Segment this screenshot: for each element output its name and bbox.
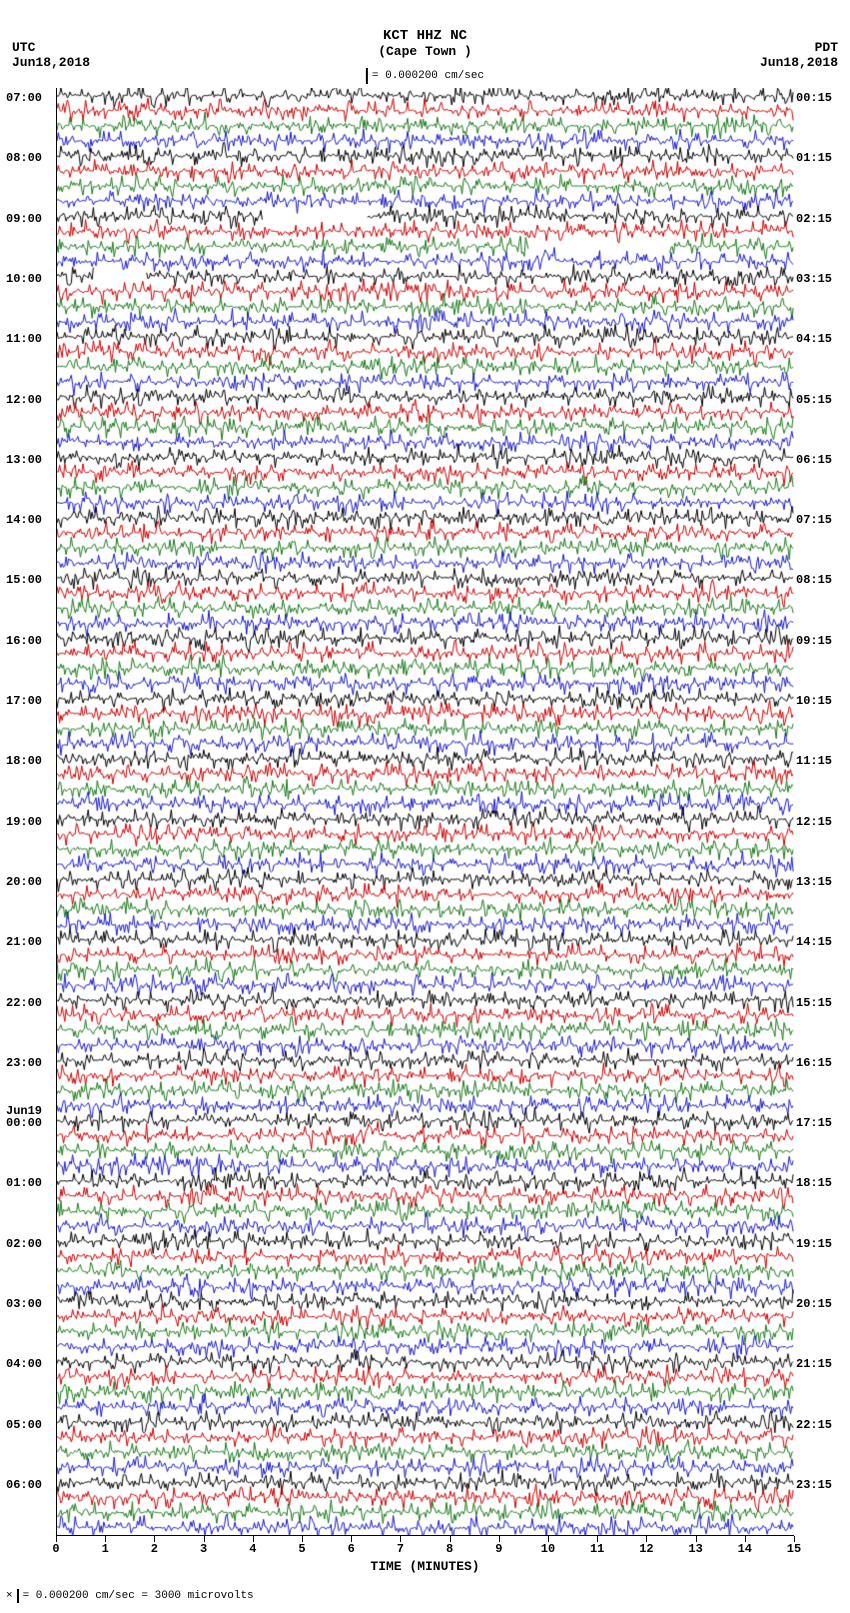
- right-time-label: 10:15: [796, 695, 832, 707]
- right-time-label: 15:15: [796, 997, 832, 1009]
- seismogram-traces: [57, 88, 794, 1535]
- right-time-label: 23:15: [796, 1479, 832, 1491]
- right-time-label: 00:15: [796, 92, 832, 104]
- right-time-label: 08:15: [796, 574, 832, 586]
- left-time-label: 09:00: [6, 213, 42, 225]
- x-tick-label: 4: [249, 1542, 256, 1556]
- x-tick-label: 15: [787, 1542, 801, 1556]
- x-tick-label: 6: [348, 1542, 355, 1556]
- x-tick-label: 3: [200, 1542, 207, 1556]
- left-time-label: 12:00: [6, 394, 42, 406]
- right-time-label: 01:15: [796, 152, 832, 164]
- left-time-label: 06:00: [6, 1479, 42, 1491]
- scale-bar-icon: [366, 68, 368, 84]
- right-time-label: 09:15: [796, 635, 832, 647]
- x-tick-label: 11: [590, 1542, 604, 1556]
- left-time-label: 19:00: [6, 816, 42, 828]
- x-tick-label: 8: [446, 1542, 453, 1556]
- right-time-label: 11:15: [796, 755, 832, 767]
- scale-legend: = 0.000200 cm/sec: [366, 68, 484, 84]
- x-tick-label: 12: [639, 1542, 653, 1556]
- right-time-label: 20:15: [796, 1298, 832, 1310]
- left-time-label: 13:00: [6, 454, 42, 466]
- left-time-label: 21:00: [6, 936, 42, 948]
- right-time-label: 18:15: [796, 1177, 832, 1189]
- tz-right-label: PDT: [815, 40, 838, 55]
- right-time-label: 13:15: [796, 876, 832, 888]
- right-time-label: 02:15: [796, 213, 832, 225]
- right-time-label: 21:15: [796, 1358, 832, 1370]
- date-left-label: Jun18,2018: [12, 55, 90, 70]
- x-tick-label: 5: [298, 1542, 305, 1556]
- footer-bar-icon: [17, 1589, 19, 1603]
- left-time-label: 17:00: [6, 695, 42, 707]
- left-time-label: 14:00: [6, 514, 42, 526]
- left-time-label: 15:00: [6, 574, 42, 586]
- right-time-label: 22:15: [796, 1419, 832, 1431]
- right-time-label: 19:15: [796, 1238, 832, 1250]
- right-time-label: 14:15: [796, 936, 832, 948]
- right-time-label: 05:15: [796, 394, 832, 406]
- left-time-label: 18:00: [6, 755, 42, 767]
- right-time-label: 07:15: [796, 514, 832, 526]
- left-time-label: Jun1900:00: [6, 1105, 42, 1129]
- footer-scale: × = 0.000200 cm/sec = 3000 microvolts: [6, 1589, 254, 1603]
- left-time-label: 23:00: [6, 1057, 42, 1069]
- x-tick-label: 9: [495, 1542, 502, 1556]
- helicorder-plot: [56, 88, 794, 1536]
- left-time-label: 22:00: [6, 997, 42, 1009]
- right-time-label: 03:15: [796, 273, 832, 285]
- x-tick-label: 14: [738, 1542, 752, 1556]
- footer-prefix: ×: [6, 1590, 13, 1602]
- right-time-label: 04:15: [796, 333, 832, 345]
- left-time-label: 16:00: [6, 635, 42, 647]
- x-tick-label: 13: [688, 1542, 702, 1556]
- tz-left-label: UTC: [12, 40, 35, 55]
- left-time-label: 04:00: [6, 1358, 42, 1370]
- left-time-label: 05:00: [6, 1419, 42, 1431]
- left-time-label: 02:00: [6, 1238, 42, 1250]
- station-subtitle: (Cape Town ): [378, 44, 472, 59]
- left-time-label: 08:00: [6, 152, 42, 164]
- footer-text: = 0.000200 cm/sec = 3000 microvolts: [23, 1590, 254, 1602]
- x-tick-label: 7: [397, 1542, 404, 1556]
- station-title: KCT HHZ NC: [383, 28, 467, 44]
- left-time-label: 01:00: [6, 1177, 42, 1189]
- scale-legend-text: = 0.000200 cm/sec: [372, 70, 484, 82]
- right-time-label: 16:15: [796, 1057, 832, 1069]
- left-time-label: 03:00: [6, 1298, 42, 1310]
- x-tick-label: 0: [52, 1542, 59, 1556]
- left-time-label: 20:00: [6, 876, 42, 888]
- left-time-label: 10:00: [6, 273, 42, 285]
- right-time-label: 17:15: [796, 1117, 832, 1129]
- x-tick-label: 1: [102, 1542, 109, 1556]
- x-tick-label: 2: [151, 1542, 158, 1556]
- left-time-label: 11:00: [6, 333, 42, 345]
- x-axis-title: TIME (MINUTES): [370, 1559, 479, 1574]
- right-time-label: 06:15: [796, 454, 832, 466]
- x-tick-label: 10: [541, 1542, 555, 1556]
- left-time-label: 07:00: [6, 92, 42, 104]
- date-right-label: Jun18,2018: [760, 55, 838, 70]
- right-time-label: 12:15: [796, 816, 832, 828]
